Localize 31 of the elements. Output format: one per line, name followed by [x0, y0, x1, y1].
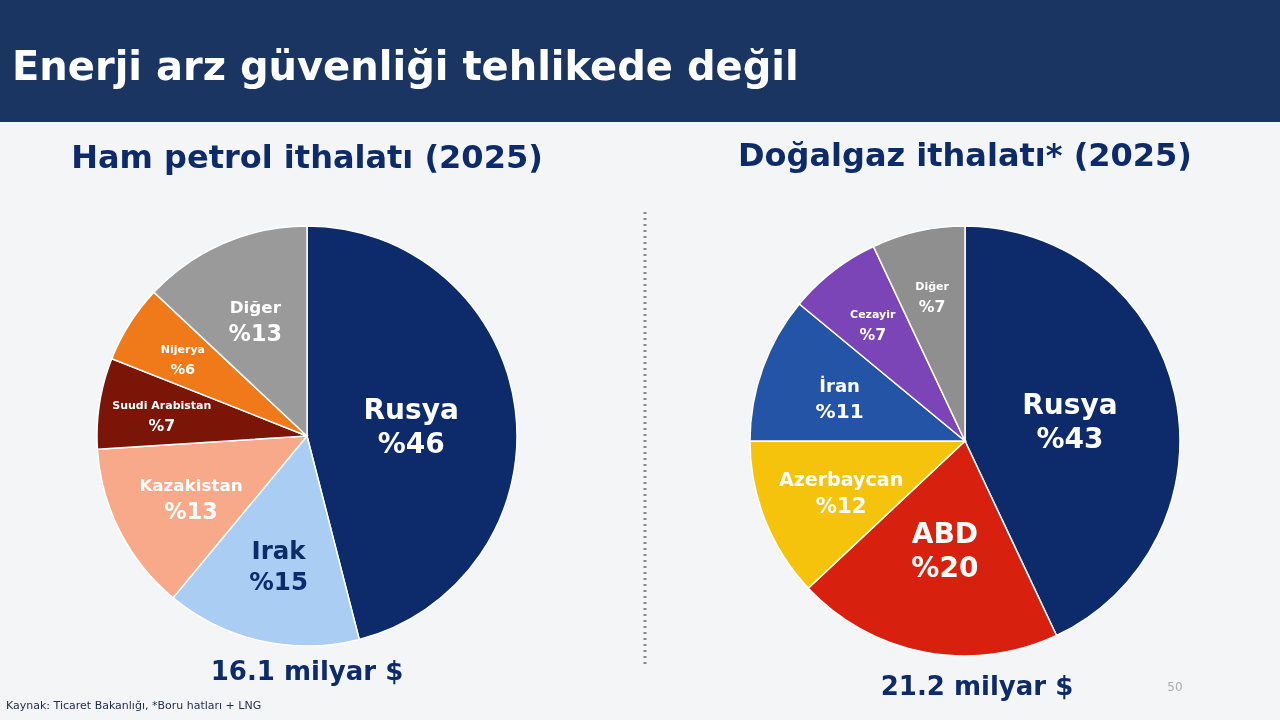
slice-label: Nijerya: [160, 343, 205, 357]
data-label: %6: [170, 359, 196, 377]
text: 21.2 milyar $: [880, 671, 1074, 701]
data-label: %7: [918, 296, 946, 316]
data-label: %7: [859, 324, 887, 344]
data-label: %43: [1036, 421, 1104, 455]
slice-label: Rusya: [363, 392, 459, 426]
chart-title: Doğalgaz ithalatı* (2025): [738, 136, 1192, 174]
slice-label: ABD: [911, 516, 978, 550]
slice-label: Rusya: [1022, 387, 1118, 421]
data-label: %15: [249, 566, 308, 596]
data-label: %46: [377, 426, 445, 460]
text: 50: [1167, 680, 1183, 694]
slice-label: Azerbaycan: [778, 468, 904, 491]
text: 16.1 milyar $: [210, 656, 404, 686]
data-label: %11: [815, 398, 864, 423]
data-label: %13: [164, 498, 218, 525]
data-label: %7: [148, 415, 176, 435]
text: Enerji arz güvenliği tehlikede değil: [12, 43, 799, 89]
slice-label: Cezayir: [850, 308, 897, 322]
text: Kaynak: Ticaret Bakanlığı, *Boru hatları + LNG: [6, 699, 262, 712]
slice-label: İran: [819, 374, 860, 396]
data-label: %20: [911, 550, 979, 584]
slice-label: Suudi Arabistan: [112, 399, 212, 412]
slice-label: Diğer: [229, 296, 282, 317]
slice-label: Kazakistan: [139, 475, 243, 496]
data-label: %13: [228, 319, 282, 346]
slice-label: Diğer: [915, 280, 950, 294]
data-label: %12: [815, 493, 867, 519]
chart-title: Ham petrol ithalatı (2025): [71, 138, 543, 176]
slice-label: Irak: [251, 536, 307, 566]
